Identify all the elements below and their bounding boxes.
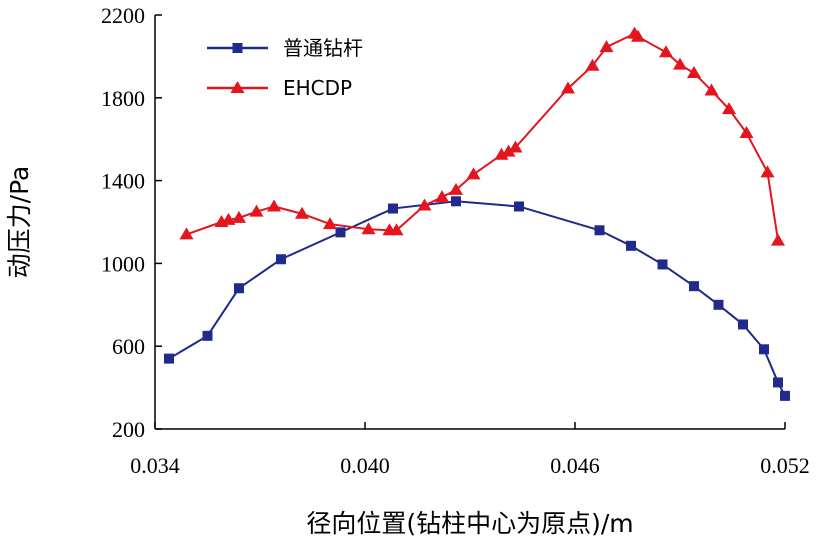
axes (154, 15, 785, 430)
data-point-1 (417, 198, 432, 211)
data-point-0 (626, 240, 636, 251)
data-point-1 (494, 147, 509, 160)
data-point-1 (221, 212, 236, 225)
data-point-0 (657, 259, 668, 270)
data-point-1 (466, 167, 481, 180)
y-axis-label: 动压力/Pa (5, 166, 34, 279)
data-point-1 (501, 144, 516, 157)
data-point-0 (234, 283, 244, 294)
x-axis-label: 径向位置(钻柱中心为原点)/m (306, 509, 633, 538)
legend-marker-triangle (230, 81, 245, 93)
data-point-0 (451, 196, 461, 207)
data-point-0 (759, 344, 769, 355)
data-point-1 (249, 204, 264, 217)
data-point-0 (388, 203, 398, 214)
data-point-1 (323, 217, 337, 230)
data-point-1 (179, 227, 194, 240)
data-point-1 (267, 199, 281, 212)
data-point-1 (508, 140, 523, 153)
x-tick-label: 0.034 (130, 453, 180, 478)
legend-marker-square (232, 43, 243, 53)
data-point-1 (389, 223, 404, 236)
y-tick-label: 1800 (101, 86, 145, 111)
data-point-0 (594, 225, 605, 236)
x-tick-label: 0.046 (550, 453, 600, 478)
series-layer (164, 26, 790, 401)
legend-label-ehcdp: EHCDP (283, 76, 352, 100)
y-tick-label: 200 (112, 417, 145, 442)
y-tick-label: 1400 (101, 169, 145, 194)
data-point-1 (631, 29, 645, 42)
legend: 普通钻杆 EHCDP (207, 36, 363, 100)
data-point-1 (599, 40, 614, 53)
ticks: 200 600 1000 1400 1800 2200 0.034 0.040 0.046 0.0… (101, 3, 810, 478)
data-point-1 (687, 65, 701, 78)
data-point-0 (689, 281, 699, 292)
data-point-0 (514, 201, 524, 212)
data-point-1 (704, 83, 719, 96)
data-point-1 (673, 57, 687, 70)
y-tick-label: 2200 (101, 3, 145, 28)
data-point-0 (713, 299, 724, 310)
data-point-1 (659, 45, 673, 58)
data-point-1 (722, 102, 736, 115)
data-point-0 (164, 353, 174, 364)
data-point-1 (232, 210, 246, 223)
data-point-0 (276, 254, 286, 265)
data-point-1 (361, 222, 376, 235)
x-tick-label: 0.040 (340, 453, 390, 478)
data-point-0 (780, 390, 790, 401)
data-point-0 (335, 227, 346, 238)
data-point-0 (773, 377, 783, 388)
data-point-1 (585, 58, 600, 71)
data-point-1 (561, 81, 575, 94)
data-point-0 (202, 330, 213, 341)
legend-label-normal-pipe: 普通钻杆 (283, 36, 363, 60)
y-tick-label: 600 (112, 334, 145, 359)
data-point-1 (435, 190, 449, 203)
series-line-0 (168, 200, 786, 397)
y-tick-label: 1000 (101, 251, 145, 276)
x-tick-label: 0.052 (760, 453, 810, 478)
data-point-1 (449, 182, 463, 195)
data-point-1 (771, 233, 785, 246)
data-point-1 (760, 165, 775, 178)
data-point-1 (739, 125, 754, 138)
data-point-1 (295, 206, 309, 219)
data-point-0 (738, 319, 748, 330)
